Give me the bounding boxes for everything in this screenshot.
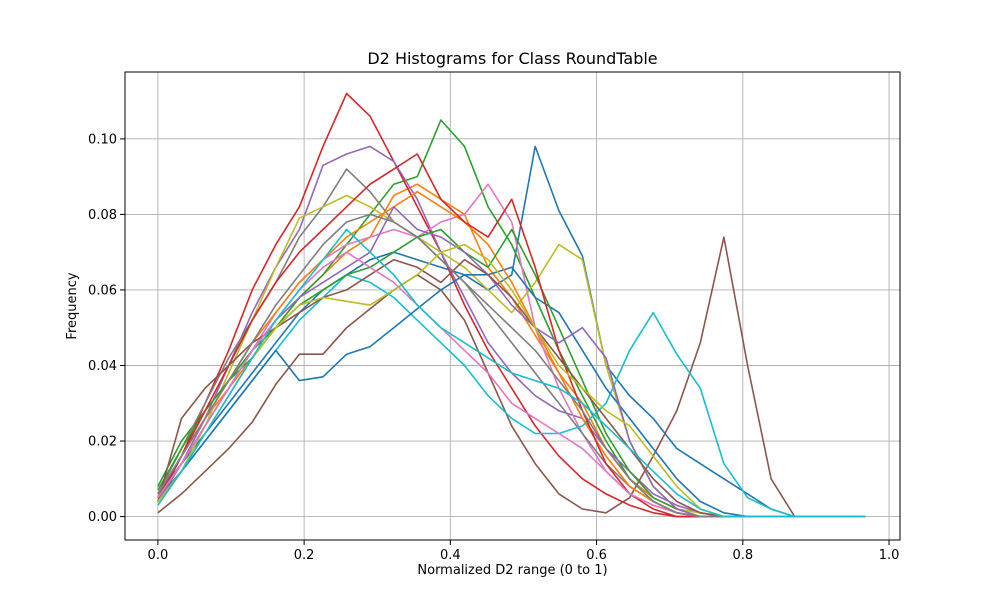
y-tick-label: 0.04 xyxy=(88,359,117,374)
x-tick-label: 0.2 xyxy=(294,548,315,563)
y-tick-label: 0.00 xyxy=(88,510,117,525)
x-tick-label: 0.4 xyxy=(440,548,461,563)
series-line-s15 xyxy=(157,206,866,518)
series-line-s20 xyxy=(157,228,866,518)
y-tick-label: 0.08 xyxy=(88,208,117,223)
series-line-s7 xyxy=(157,183,866,518)
series-line-s12 xyxy=(157,190,866,518)
series-line-s1 xyxy=(157,145,866,518)
series-line-s6 xyxy=(157,236,866,518)
y-axis-ticks: 0.00 0.02 0.04 0.06 0.08 0.10 xyxy=(88,132,125,525)
y-axis-label: Frequency xyxy=(65,272,80,339)
series-layer xyxy=(157,92,866,518)
x-tick-label: 0.8 xyxy=(732,548,753,563)
series-line-s19 xyxy=(157,243,866,518)
x-axis-label: Normalized D2 range (0 to 1) xyxy=(417,563,607,578)
series-line-s3 xyxy=(157,119,866,518)
x-tick-label: 0.0 xyxy=(148,548,169,563)
series-line-s10 xyxy=(157,273,866,518)
grid-layer xyxy=(125,72,900,540)
x-tick-label: 1.0 xyxy=(879,548,900,563)
plot-frame xyxy=(124,71,901,541)
x-tick-label: 0.6 xyxy=(586,548,607,563)
chart-title: D2 Histograms for Class RoundTable xyxy=(367,49,657,68)
y-tick-label: 0.06 xyxy=(88,283,117,298)
y-tick-label: 0.02 xyxy=(88,435,117,450)
x-axis-ticks: 0.0 0.2 0.4 0.6 0.8 1.0 xyxy=(148,540,900,563)
series-line-s2 xyxy=(157,183,866,518)
y-tick-label: 0.10 xyxy=(88,132,117,147)
